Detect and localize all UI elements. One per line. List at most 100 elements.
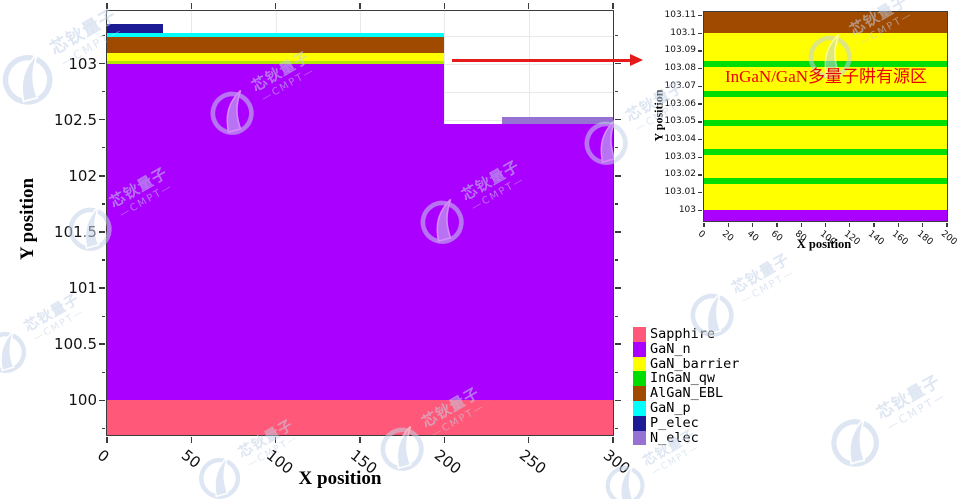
legend-item: InGaN_qw [633, 370, 739, 387]
y-tick-label: 101 [68, 279, 97, 298]
legend-label: GaN_barrier [650, 355, 740, 372]
tick-mark [99, 175, 106, 177]
y-tick-label: 103.08 [664, 63, 697, 74]
tick-mark [698, 32, 703, 34]
main-y-axis-title: Y position [17, 177, 38, 261]
legend-item: GaN_n [633, 340, 739, 357]
tick-mark [614, 343, 621, 345]
legend-item: GaN_p [633, 401, 739, 416]
region-InGaN_qw [704, 90, 947, 97]
tick-mark [106, 3, 108, 10]
region-GaN_barrier [107, 53, 445, 62]
tick-mark [922, 222, 924, 227]
inset-plot-frame: 0 20 40 60 80 100 120 140 160 180 200 103 103.01 103.… [665, 10, 959, 247]
y-tick-label: 100.5 [54, 335, 97, 354]
legend-swatch-Sapphire [633, 327, 646, 342]
legend-item: N_elec [633, 429, 739, 446]
tick-mark [698, 191, 703, 194]
tick-mark [698, 14, 703, 17]
x-tick-label: 0 [695, 229, 707, 241]
tick-mark [101, 315, 106, 317]
inset-x-axis-title: X position [796, 237, 852, 251]
y-tick-label: 103 [678, 204, 696, 215]
legend-swatch-GaN_p [633, 400, 646, 416]
tick-mark [101, 371, 106, 373]
legend-label: Sapphire [650, 326, 716, 342]
y-tick-label: 100 [68, 391, 97, 410]
y-tick-label: 103.01 [664, 187, 697, 198]
y-tick-label: 102 [68, 166, 97, 185]
y-tick-label: 103.11 [664, 10, 697, 21]
zoom-arrow [452, 54, 961, 67]
legend-swatch-AlGaN_EBL [633, 386, 646, 401]
main-plot-area [107, 11, 613, 435]
inset-plot-area [704, 12, 947, 221]
arrow-line [452, 59, 632, 62]
tick-mark [359, 3, 361, 10]
tick-mark [698, 121, 703, 123]
tick-mark [824, 222, 827, 227]
tick-mark [99, 287, 106, 289]
tick-mark [614, 427, 619, 429]
x-tick-label: 40 [744, 229, 760, 244]
legend-swatch-P_elec [633, 415, 646, 431]
legend-label: N_elec [650, 429, 699, 446]
legend-item: Sapphire [633, 327, 739, 342]
inset-y-axis-title: Y position [651, 89, 666, 142]
tick-mark [698, 156, 703, 158]
tick-mark [698, 103, 703, 105]
region-InGaN_qw [704, 148, 947, 155]
tick-mark [946, 222, 948, 227]
tick-mark [190, 436, 193, 443]
tick-mark [614, 315, 619, 317]
y-tick-label: 103.07 [664, 80, 697, 91]
tick-mark [614, 287, 621, 289]
tick-mark [443, 3, 446, 10]
y-tick-label: 103 [68, 54, 97, 73]
tick-mark [99, 63, 106, 65]
tick-mark [99, 231, 106, 233]
region-AlGaN_EBL [107, 37, 445, 53]
tick-mark [698, 174, 703, 176]
tick-mark [698, 85, 703, 88]
region-GaN_n [704, 210, 947, 221]
tick-mark [849, 222, 851, 227]
tick-mark [99, 343, 106, 345]
region-Sapphire [107, 400, 613, 435]
arrow-head-icon [630, 54, 643, 66]
legend-item: P_elec [633, 414, 739, 431]
region-GaN_p [107, 33, 445, 38]
tick-mark [101, 147, 106, 149]
x-tick-label: 50 [178, 446, 205, 472]
legend-label: InGaN_qw [650, 370, 716, 387]
tick-mark [873, 222, 875, 227]
watermark: 芯钬量子 —CMPT— [816, 366, 960, 482]
tick-mark [614, 35, 619, 37]
tick-mark [698, 209, 703, 212]
tick-mark [614, 147, 619, 149]
y-tick-label: 103.04 [664, 134, 697, 145]
tick-mark [614, 399, 621, 401]
region-InGaN_qw [704, 178, 947, 185]
legend-swatch-InGaN_qw [633, 371, 646, 387]
legend-swatch-N_elec [633, 430, 646, 446]
tick-mark [897, 222, 900, 227]
watermark-logo-icon [2, 52, 53, 105]
tick-mark [698, 138, 703, 141]
tick-mark [800, 222, 802, 227]
legend-swatch-GaN_n [633, 341, 646, 357]
main-x-axis-title: X position [298, 468, 382, 489]
tick-mark [101, 35, 106, 37]
region-InGaN_qw [107, 61, 445, 64]
main-plot-frame: 0 50 100 150 200 250 300 100 100.5 101 101.5 102 102… [54, 3, 634, 478]
tick-mark [101, 91, 106, 93]
legend-label: GaN_n [650, 340, 691, 357]
tick-mark [527, 3, 530, 10]
legend-label: P_elec [650, 414, 699, 431]
tick-mark [612, 3, 614, 10]
tick-mark [614, 231, 621, 233]
y-tick-label: 103.1 [670, 27, 696, 38]
tick-mark [612, 436, 614, 443]
tick-mark [101, 259, 106, 261]
